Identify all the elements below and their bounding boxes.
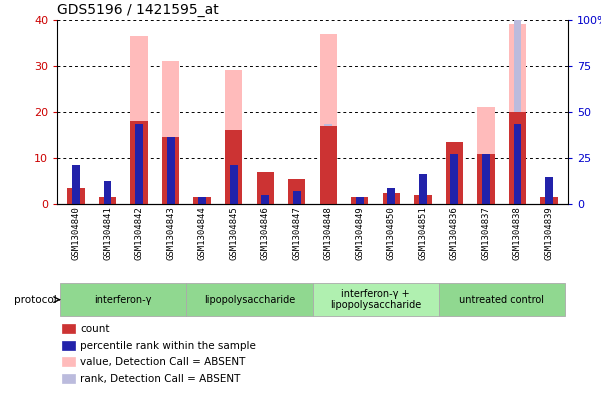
Text: protocol: protocol xyxy=(14,295,57,305)
Bar xyxy=(225,70,242,204)
Bar xyxy=(103,181,112,204)
Bar xyxy=(482,154,490,204)
Bar xyxy=(257,172,274,204)
Bar xyxy=(166,138,174,204)
Bar xyxy=(540,197,558,204)
Bar xyxy=(186,283,313,316)
Bar xyxy=(446,142,463,204)
Bar xyxy=(63,341,75,350)
Text: GSM1304841: GSM1304841 xyxy=(103,207,112,261)
Bar xyxy=(230,165,237,204)
Bar xyxy=(63,325,75,333)
Bar xyxy=(135,123,143,204)
Bar xyxy=(99,197,116,204)
Text: GSM1304850: GSM1304850 xyxy=(387,207,396,261)
Bar xyxy=(162,61,179,204)
Text: lipopolysaccharide: lipopolysaccharide xyxy=(204,295,295,305)
Bar xyxy=(72,165,80,204)
Bar xyxy=(388,188,395,204)
Text: GSM1304849: GSM1304849 xyxy=(355,207,364,261)
Bar xyxy=(225,130,242,204)
Text: GSM1304847: GSM1304847 xyxy=(292,207,301,261)
Text: interferon-γ +
lipopolysaccharide: interferon-γ + lipopolysaccharide xyxy=(330,289,421,310)
Bar xyxy=(63,358,75,366)
Bar xyxy=(257,172,274,204)
Bar xyxy=(198,197,206,204)
Bar xyxy=(60,283,186,316)
Text: GSM1304839: GSM1304839 xyxy=(545,207,554,261)
Bar xyxy=(419,174,427,204)
Bar xyxy=(320,126,337,204)
Bar xyxy=(351,197,368,204)
Bar xyxy=(261,195,269,204)
Bar xyxy=(482,154,490,204)
Bar xyxy=(513,20,522,204)
Bar xyxy=(388,188,395,204)
Text: GSM1304848: GSM1304848 xyxy=(324,207,333,261)
Bar xyxy=(130,36,148,204)
Bar xyxy=(293,191,300,204)
Bar xyxy=(99,197,116,204)
Bar xyxy=(356,197,364,204)
Bar xyxy=(198,197,206,204)
Text: GSM1304845: GSM1304845 xyxy=(229,207,238,261)
Bar xyxy=(162,138,179,204)
Bar xyxy=(67,188,85,204)
Bar xyxy=(72,165,80,204)
Bar xyxy=(383,193,400,204)
Bar xyxy=(439,283,565,316)
Bar xyxy=(477,154,495,204)
Bar xyxy=(383,193,400,204)
Bar xyxy=(351,197,368,204)
Bar xyxy=(545,176,553,204)
Bar xyxy=(320,33,337,204)
Bar xyxy=(293,191,300,204)
Text: untreated control: untreated control xyxy=(459,295,545,305)
Bar xyxy=(419,174,427,204)
Text: GSM1304837: GSM1304837 xyxy=(481,207,490,261)
Bar xyxy=(103,181,112,204)
Bar xyxy=(67,188,85,204)
Text: GDS5196 / 1421595_at: GDS5196 / 1421595_at xyxy=(57,3,219,17)
Bar xyxy=(194,197,211,204)
Bar xyxy=(288,179,305,204)
Bar xyxy=(414,195,432,204)
Bar xyxy=(230,130,237,204)
Text: interferon-γ: interferon-γ xyxy=(94,295,152,305)
Bar xyxy=(540,197,558,204)
Bar xyxy=(261,195,269,204)
Bar xyxy=(451,154,459,204)
Bar xyxy=(166,138,174,204)
Text: count: count xyxy=(80,324,109,334)
Bar xyxy=(513,123,522,204)
Text: GSM1304840: GSM1304840 xyxy=(72,207,81,261)
Bar xyxy=(313,283,439,316)
Text: percentile rank within the sample: percentile rank within the sample xyxy=(80,341,256,351)
Bar xyxy=(451,154,459,204)
Text: value, Detection Call = ABSENT: value, Detection Call = ABSENT xyxy=(80,357,245,367)
Bar xyxy=(325,123,332,204)
Text: GSM1304851: GSM1304851 xyxy=(418,207,427,261)
Bar xyxy=(356,197,364,204)
Text: GSM1304836: GSM1304836 xyxy=(450,207,459,261)
Bar xyxy=(63,374,75,383)
Bar xyxy=(545,176,553,204)
Text: GSM1304844: GSM1304844 xyxy=(198,207,207,261)
Bar xyxy=(194,197,211,204)
Text: GSM1304838: GSM1304838 xyxy=(513,207,522,261)
Text: GSM1304842: GSM1304842 xyxy=(135,207,144,261)
Text: GSM1304846: GSM1304846 xyxy=(261,207,270,261)
Bar xyxy=(446,142,463,204)
Bar xyxy=(130,121,148,204)
Bar xyxy=(288,179,305,204)
Bar xyxy=(414,195,432,204)
Bar xyxy=(509,112,526,204)
Bar xyxy=(509,24,526,204)
Bar xyxy=(477,107,495,204)
Bar xyxy=(135,123,143,204)
Text: rank, Detection Call = ABSENT: rank, Detection Call = ABSENT xyxy=(80,374,240,384)
Text: GSM1304843: GSM1304843 xyxy=(166,207,175,261)
